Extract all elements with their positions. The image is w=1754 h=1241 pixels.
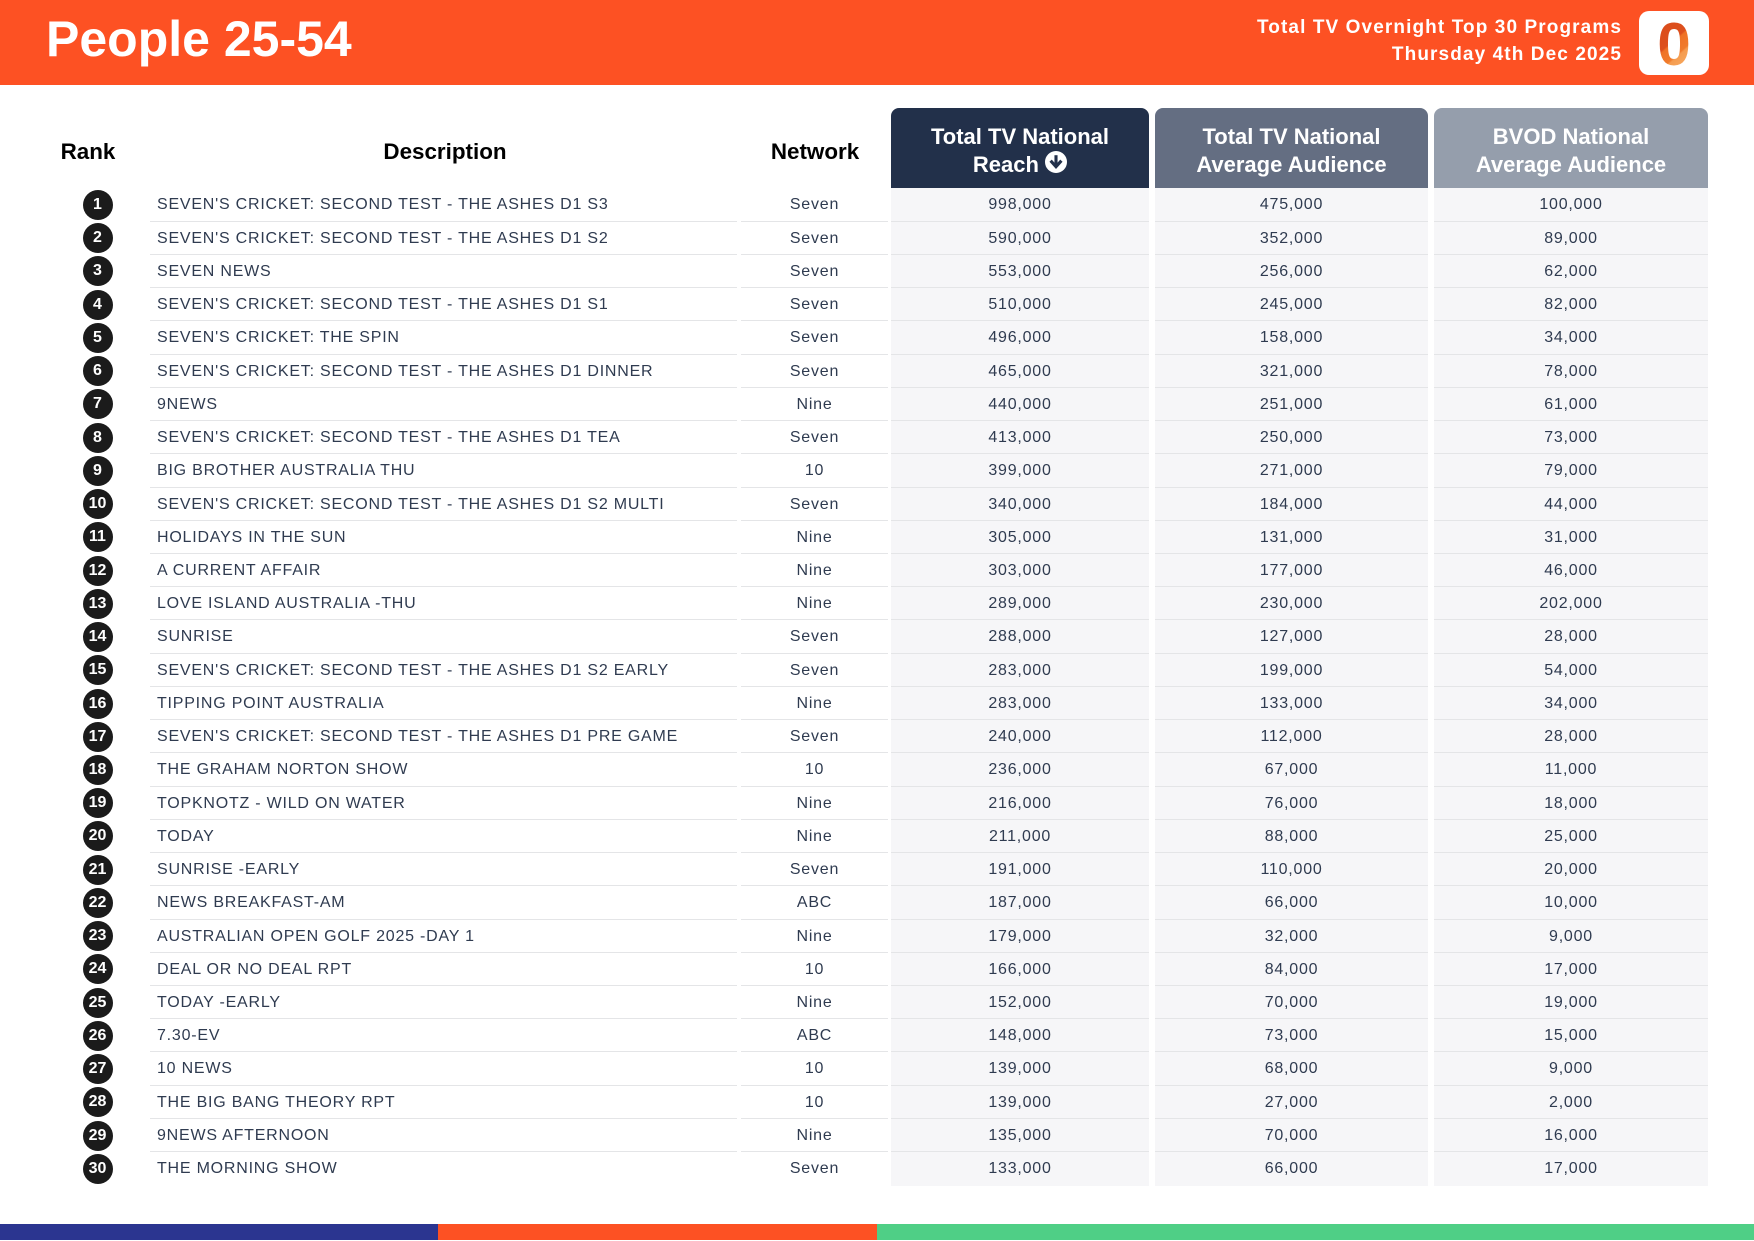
svg-text:0: 0 (1657, 11, 1690, 75)
